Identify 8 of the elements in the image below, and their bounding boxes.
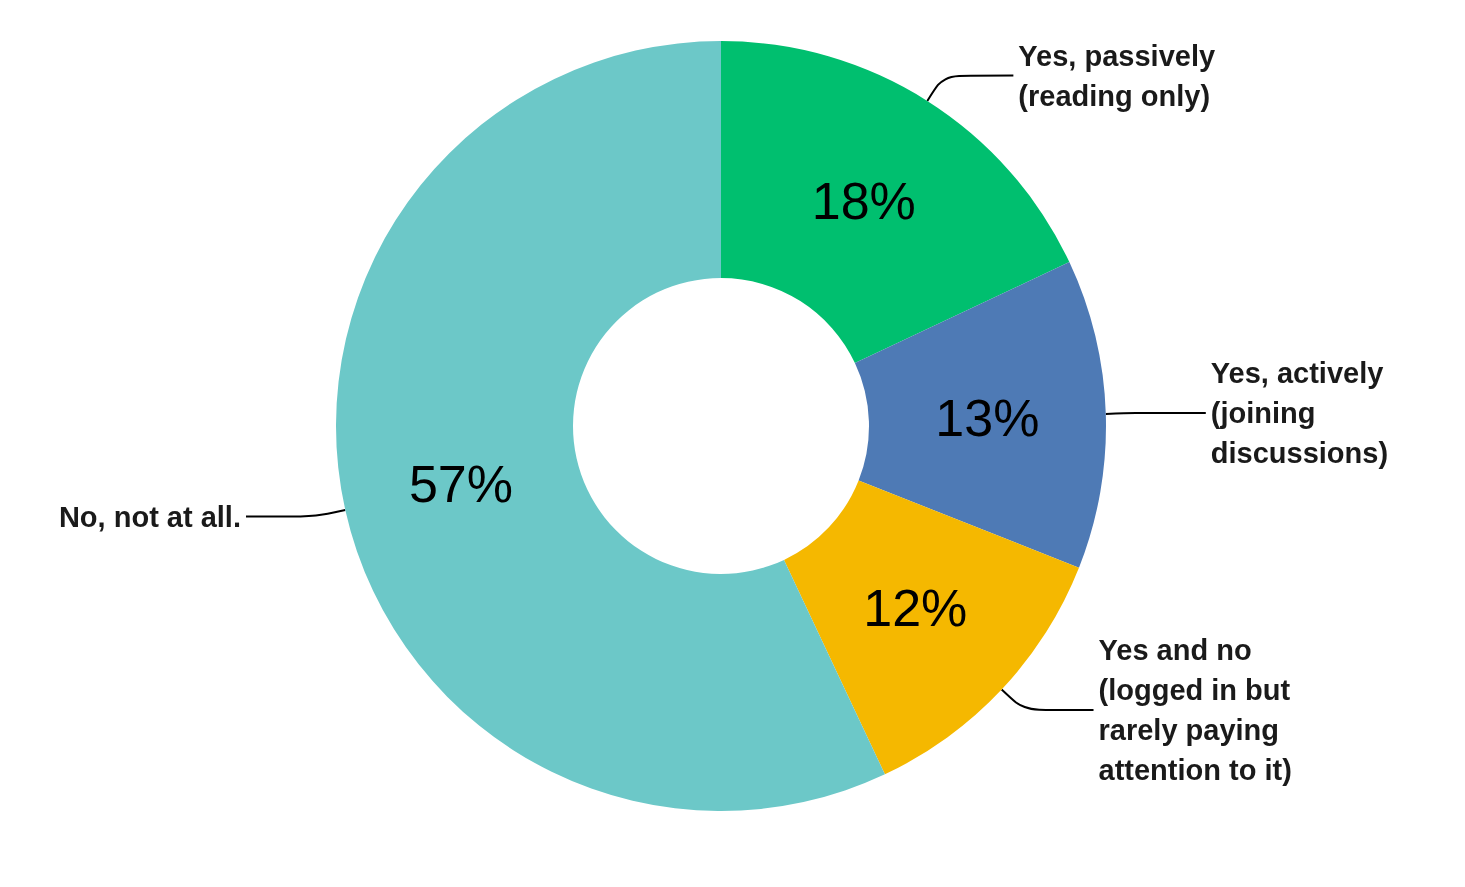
data-label: 13% xyxy=(935,388,1040,447)
slice-label: Yes, actively (joining discussions) xyxy=(1210,356,1392,469)
slice-label: No, not at all. xyxy=(58,500,241,533)
data-label: 12% xyxy=(863,579,968,638)
data-label: 18% xyxy=(811,171,916,230)
slice-label: Yes and no (logged in but rarely paying attention to it) xyxy=(1098,634,1299,787)
slice-label: Yes, passively (reading only) xyxy=(1018,39,1224,112)
data-label: 57% xyxy=(408,455,513,514)
